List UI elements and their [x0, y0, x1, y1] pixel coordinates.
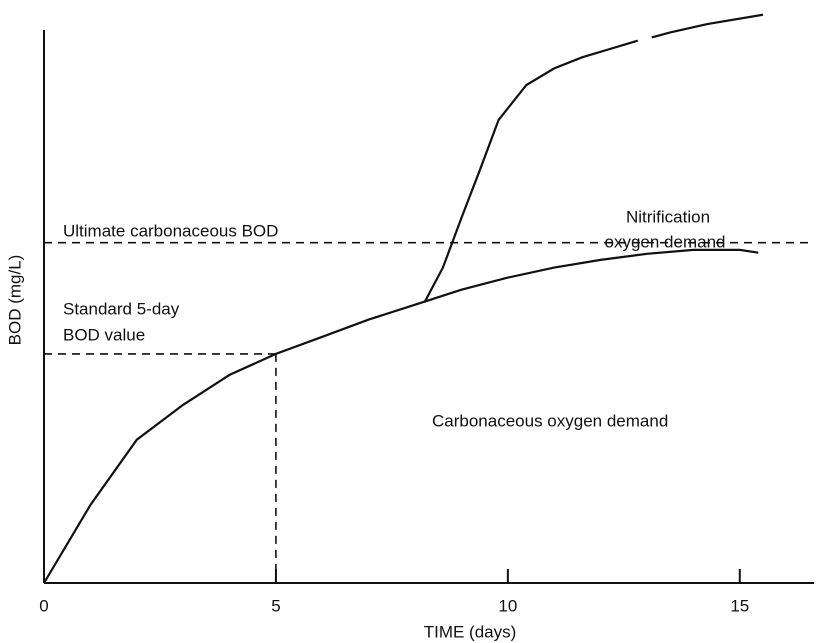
x-axis-label: TIME (days) [424, 622, 517, 641]
series-label: Nitrification [626, 207, 710, 226]
x-tick-label: 10 [498, 596, 517, 615]
bod5-label: Standard 5-day [63, 299, 180, 318]
y-axis-label: BOD (mg/L) [5, 255, 24, 346]
chart: TIME (days) BOD (mg/L) Ultimate carbonac… [0, 0, 816, 643]
series-label: Carbonaceous oxygen demand [432, 411, 668, 430]
curve [424, 15, 763, 303]
x-tick-label: 15 [730, 596, 749, 615]
bod5-label: BOD value [63, 325, 145, 344]
x-tick-label: 0 [39, 596, 48, 615]
x-tick-label: 5 [271, 596, 280, 615]
page: {"chart_data": { "type": "line", "xlabel… [0, 0, 816, 643]
ultimate-bod-label: Ultimate carbonaceous BOD [63, 221, 278, 240]
